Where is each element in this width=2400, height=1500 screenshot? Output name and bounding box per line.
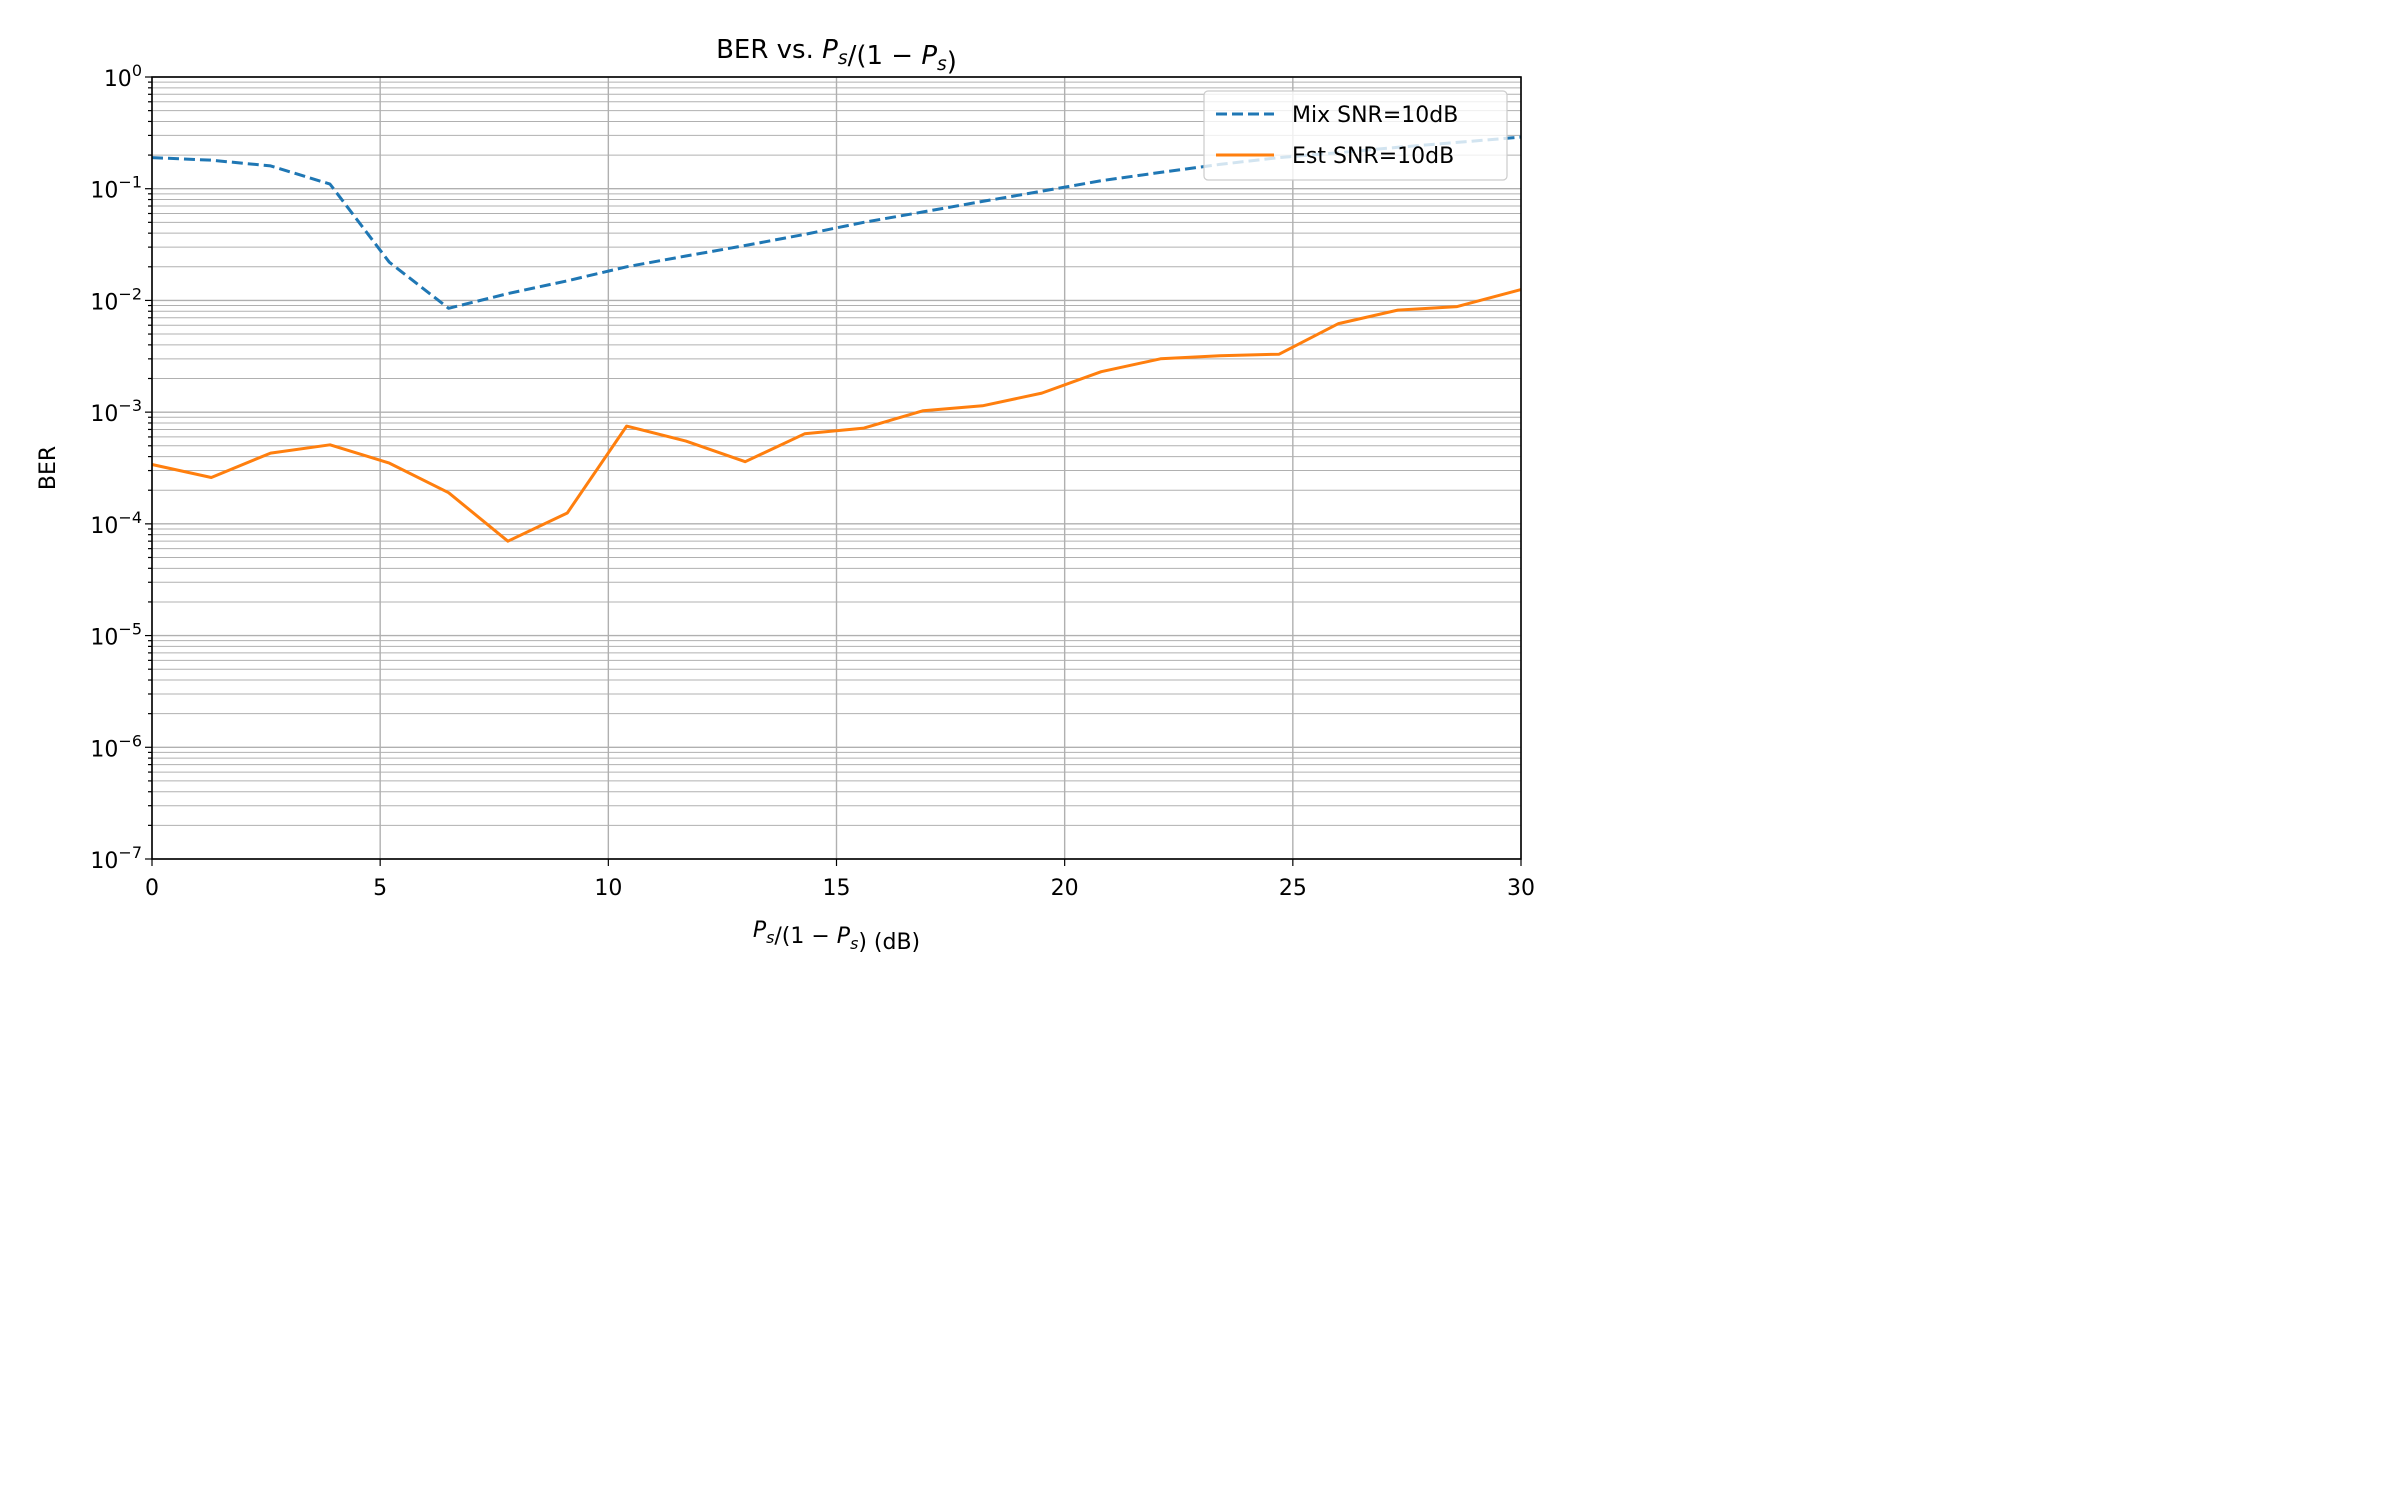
y-tick-exponent: −5 — [118, 620, 142, 639]
math-subscript: s — [838, 48, 848, 69]
text-run: BER vs. — [716, 35, 822, 65]
math-symbol: P — [753, 918, 767, 943]
legend: Mix SNR=10dB Est SNR=10dB — [1203, 90, 1508, 181]
legend-box — [1203, 90, 1508, 181]
y-tick-label: 10−5 — [90, 620, 142, 651]
y-tick-exponent: −3 — [118, 396, 142, 415]
math-subscript: s — [766, 928, 774, 947]
legend-label: Est SNR=10dB — [1292, 144, 1454, 169]
text-run: /(1 − — [848, 41, 922, 71]
series-line — [151, 288, 1522, 543]
y-tick-label: 10−4 — [90, 508, 142, 539]
text-run: ) — [947, 47, 957, 77]
y-tick-label: 10−2 — [90, 284, 142, 315]
x-tick-label: 5 — [373, 876, 387, 901]
text-run: ) (dB) — [858, 930, 920, 955]
math-subscript: s — [850, 934, 858, 953]
chart-title: BER vs. Ps/(1 − Ps) — [716, 35, 957, 77]
math-symbol: P — [921, 41, 937, 71]
math-subscript: s — [937, 54, 947, 75]
y-tick-exponent: −1 — [118, 173, 142, 192]
x-tick-label: 0 — [145, 876, 159, 901]
y-tick-exponent: −4 — [118, 508, 142, 527]
grid-lines — [151, 76, 1522, 860]
legend-label: Mix SNR=10dB — [1292, 103, 1458, 128]
y-tick-label: 10−7 — [90, 843, 142, 874]
x-tick-label: 20 — [1051, 876, 1079, 901]
y-tick-label: 100 — [104, 61, 142, 92]
x-tick-label: 25 — [1279, 876, 1307, 901]
y-tick-exponent: −6 — [118, 731, 142, 750]
x-tick-label: 30 — [1507, 876, 1535, 901]
y-tick-label: 10−3 — [90, 396, 142, 427]
math-symbol: P — [822, 35, 838, 65]
x-axis-label: Ps/(1 − Ps) (dB) — [753, 918, 920, 955]
x-tick-label: 10 — [594, 876, 622, 901]
y-tick-exponent: −2 — [118, 284, 142, 303]
text-run: /(1 − — [774, 924, 836, 949]
math-symbol: P — [837, 924, 851, 949]
y-tick-exponent: −7 — [118, 843, 142, 862]
y-tick-exponent: 0 — [132, 61, 142, 80]
y-tick-label: 10−6 — [90, 731, 142, 762]
y-axis-label: BER — [36, 446, 61, 490]
chart-container: 0 5 10 15 20 25 30 10−7 10−6 10−5 10−4 10−3 10−2 10−1… — [0, 0, 1556, 960]
axis-ticks: 0 5 10 15 20 25 30 10−7 10−6 10−5 10−4 10−3 10−2 10−1… — [90, 61, 1535, 901]
y-tick-label: 10−1 — [90, 173, 142, 204]
x-tick-label: 15 — [823, 876, 851, 901]
ber-chart: 0 5 10 15 20 25 30 10−7 10−6 10−5 10−4 10−3 10−2 10−1… — [36, 35, 1535, 955]
